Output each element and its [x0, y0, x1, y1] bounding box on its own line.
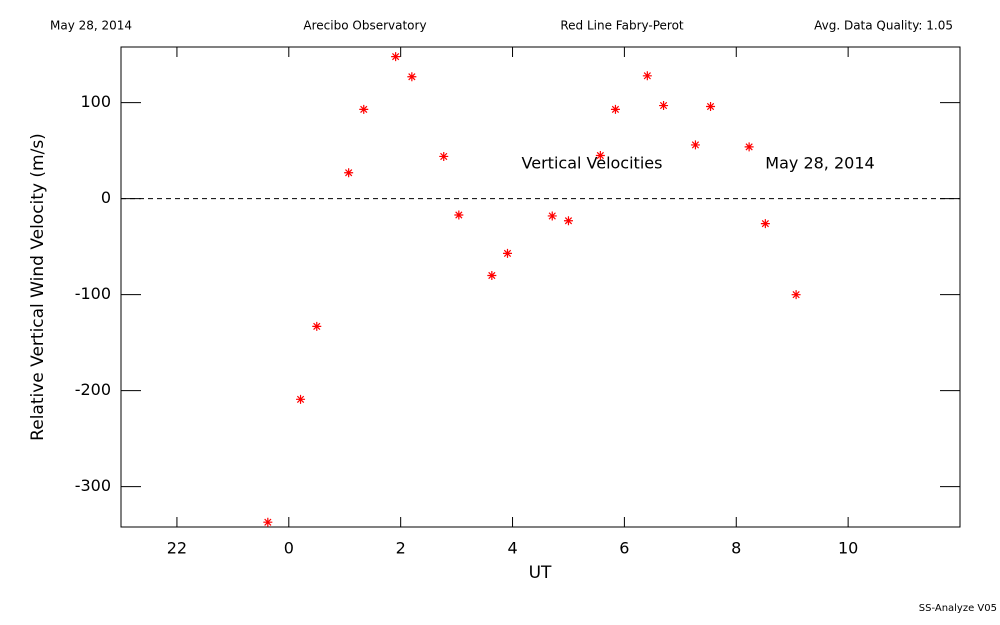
x-tick-label: 10: [838, 539, 858, 558]
y-tick-label: 0: [101, 188, 111, 207]
x-axis-label: UT: [529, 563, 552, 583]
y-tick-label: -100: [75, 284, 111, 303]
header-date: May 28, 2014: [50, 19, 132, 33]
point: [312, 321, 322, 331]
footer: SS-Analyze V05: [919, 603, 997, 614]
point: [547, 211, 557, 221]
header-instrument: Red Line Fabry-Perot: [560, 19, 684, 33]
point: [439, 151, 449, 161]
header-site: Arecibo Observatory: [303, 19, 426, 33]
point: [359, 104, 369, 114]
y-axis-label: Relative Vertical Wind Velocity (m/s): [28, 133, 48, 441]
point: [454, 210, 464, 220]
point: [690, 140, 700, 150]
point: [344, 168, 354, 178]
x-tick-label: 6: [619, 539, 629, 558]
point: [296, 394, 306, 404]
point: [563, 216, 573, 226]
annotation: Vertical Velocities: [522, 154, 663, 173]
x-tick-label: 4: [507, 539, 517, 558]
point: [760, 219, 770, 229]
annotation: May 28, 2014: [765, 154, 874, 173]
point: [659, 101, 669, 111]
y-tick-label: -300: [75, 476, 111, 495]
x-tick-label: 2: [396, 539, 406, 558]
plot-frame: [120, 46, 961, 528]
point: [502, 248, 512, 258]
header-quality: Avg. Data Quality: 1.05: [814, 19, 953, 33]
y-tick-label: -200: [75, 380, 111, 399]
point: [407, 72, 417, 82]
x-tick-label: 8: [731, 539, 741, 558]
point: [610, 104, 620, 114]
point: [744, 142, 754, 152]
point: [706, 102, 716, 112]
point: [391, 52, 401, 62]
point: [263, 517, 273, 527]
point: [487, 270, 497, 280]
y-tick-label: 100: [80, 92, 111, 111]
x-tick-label: 22: [167, 539, 187, 558]
point: [791, 290, 801, 300]
x-tick-label: 0: [284, 539, 294, 558]
point: [642, 71, 652, 81]
point: [595, 150, 605, 160]
